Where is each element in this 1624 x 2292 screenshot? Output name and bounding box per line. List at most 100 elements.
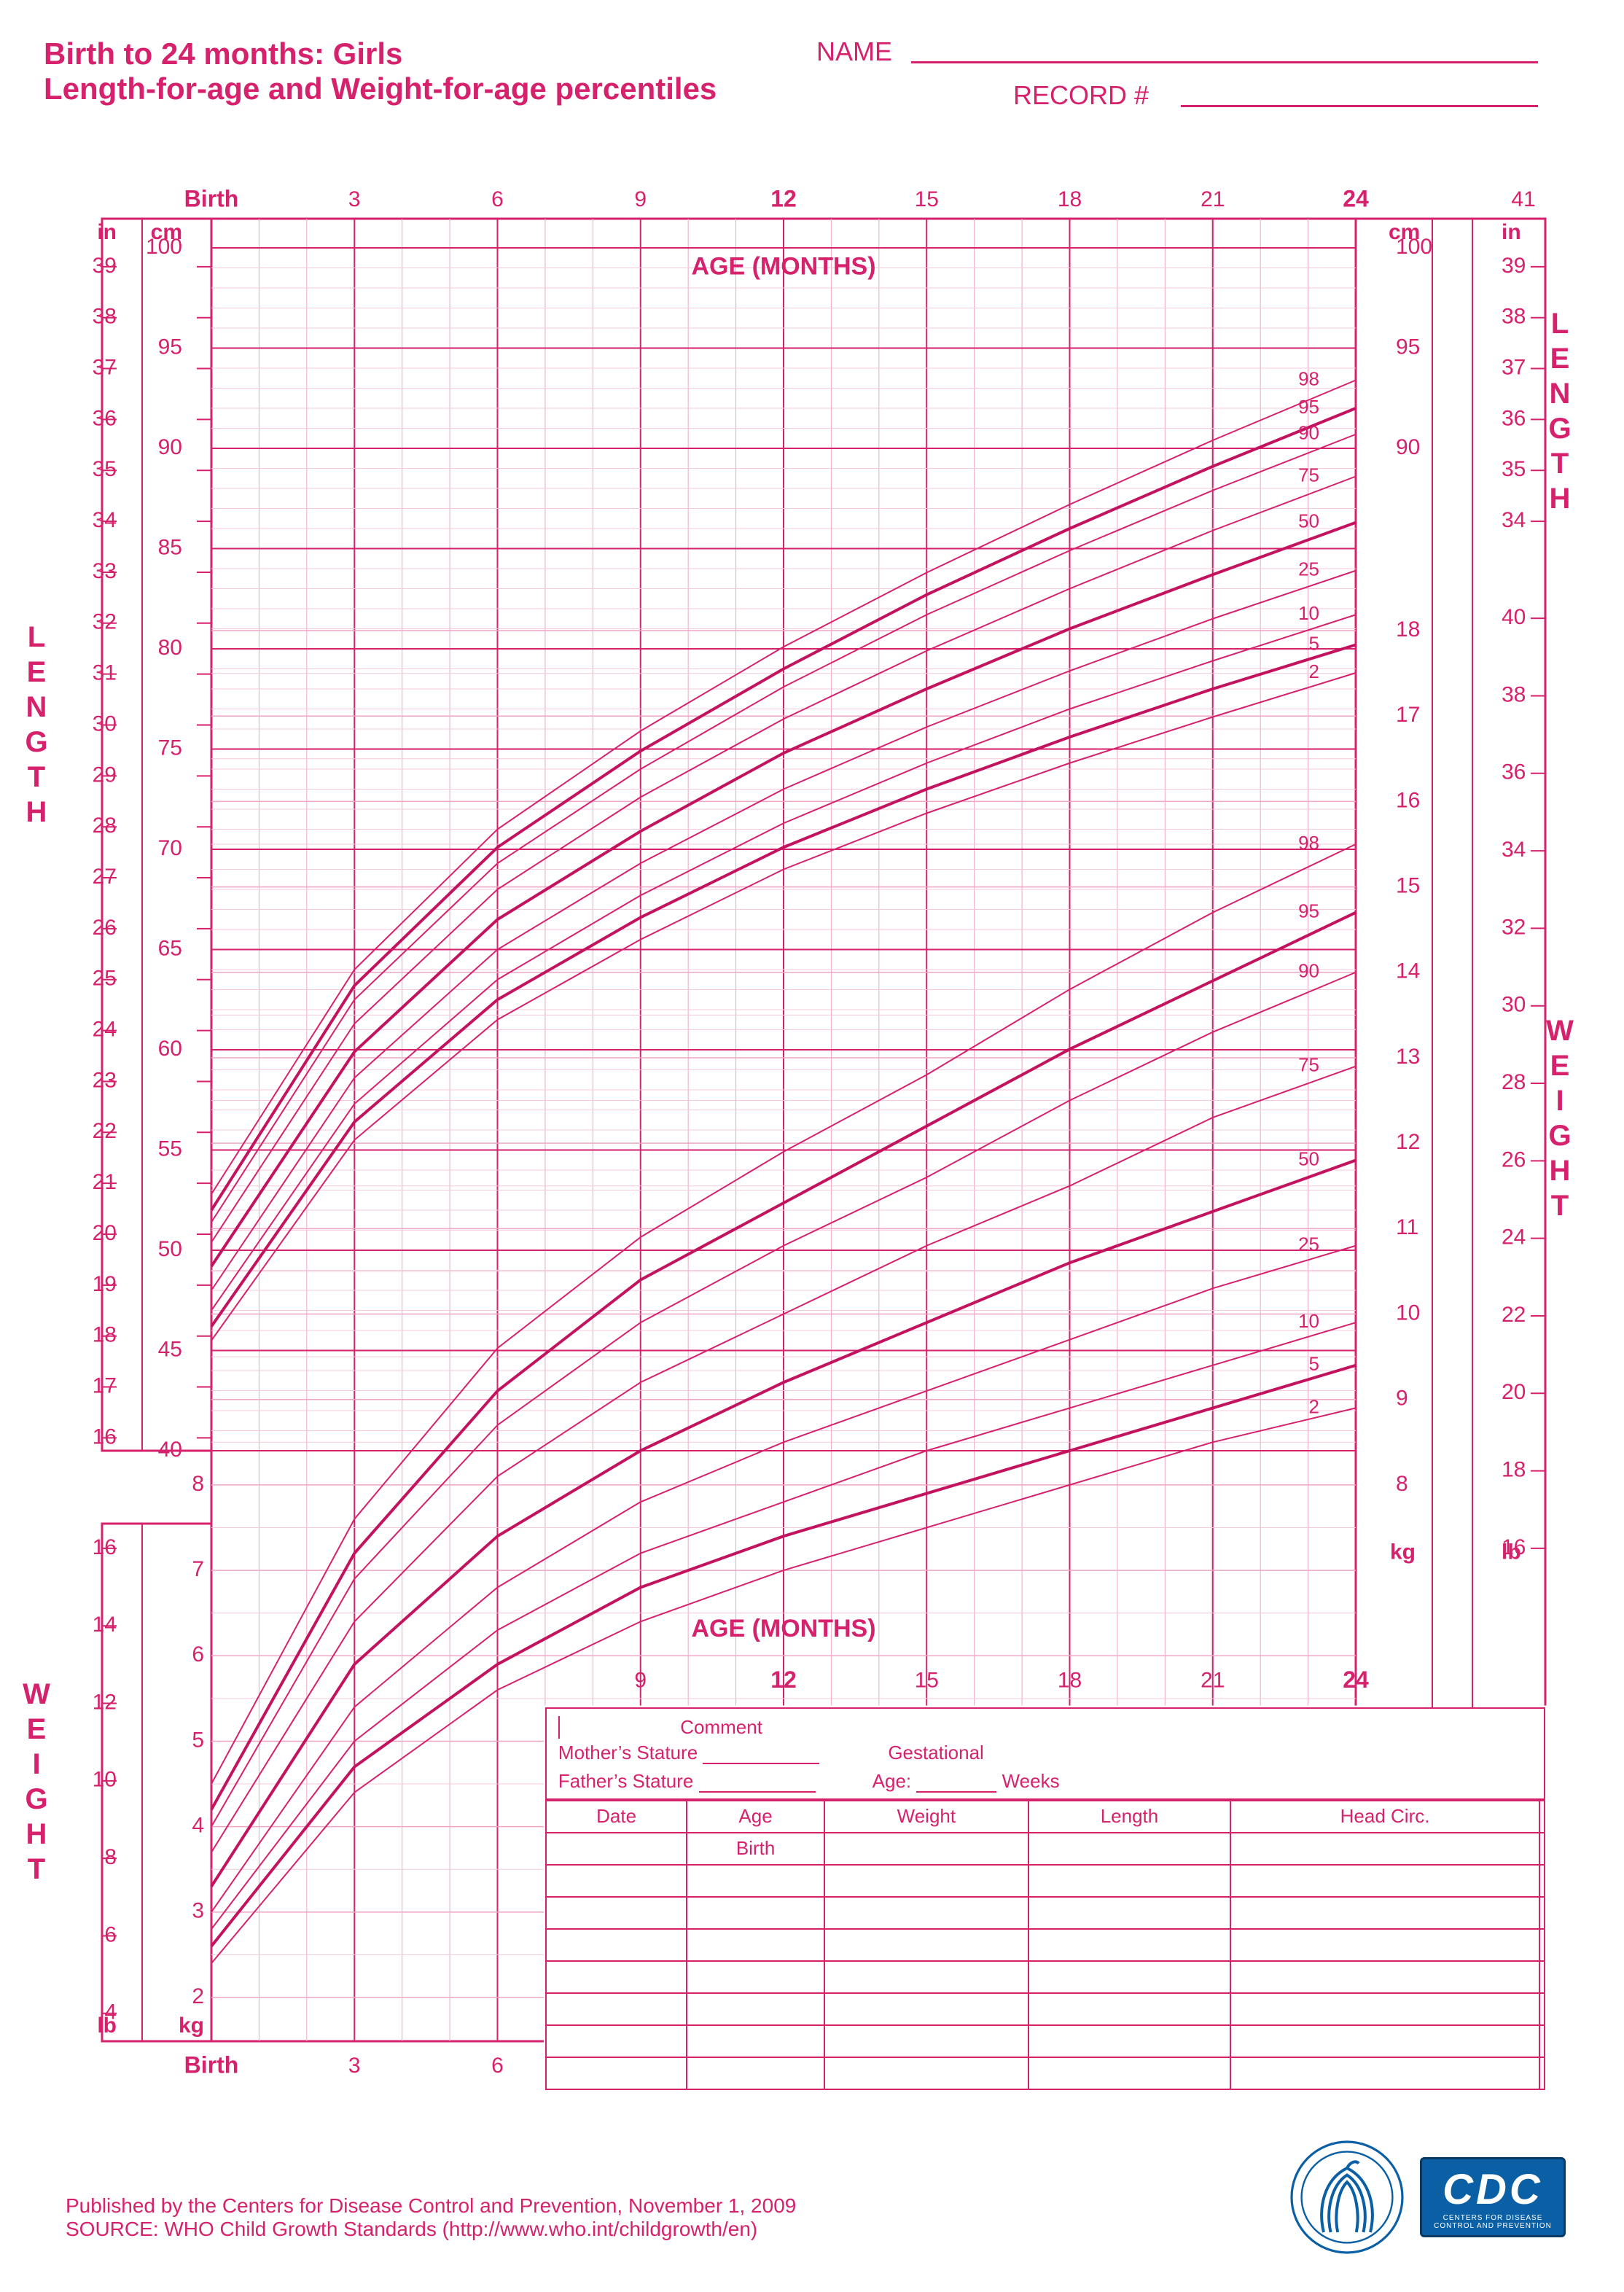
svg-text:37: 37 [93,355,117,379]
cdc-logo-icon: CDC CENTERS FOR DISEASE CONTROL AND PREV… [1420,2157,1566,2237]
data-entry-table: Mother’s Stature GestationalCommentFathe… [545,1707,1545,2090]
title-line2: Length-for-age and Weight-for-age percen… [44,71,1580,106]
svg-text:3: 3 [348,187,361,211]
svg-text:4: 4 [192,1814,204,1838]
svg-text:16: 16 [93,1535,117,1559]
table-col-header: Length [1028,1801,1230,1833]
table-col-comment [1539,1801,1545,1833]
svg-text:40: 40 [1502,605,1526,629]
svg-text:18: 18 [1502,1458,1526,1482]
svg-text:80: 80 [158,636,182,660]
svg-text:98: 98 [1298,832,1319,854]
svg-text:70: 70 [158,836,182,860]
table-row[interactable] [546,1865,1545,1897]
table-row[interactable] [546,1929,1545,1961]
father-stature-label: Father’s Stature [558,1770,693,1792]
svg-text:AGE (MONTHS): AGE (MONTHS) [691,1615,875,1642]
record-field-line[interactable] [1181,105,1538,107]
svg-text:25: 25 [1298,558,1319,580]
mother-stature-field[interactable] [703,1763,819,1764]
svg-text:30: 30 [1502,993,1526,1017]
title-line1: Birth to 24 months: Girls [44,36,1580,71]
header: Birth to 24 months: Girls Length-for-age… [44,36,1580,146]
footer: Published by the Centers for Disease Con… [66,2194,796,2241]
svg-text:9: 9 [1396,1387,1408,1411]
svg-text:8: 8 [1396,1472,1408,1496]
svg-text:38: 38 [1502,682,1526,706]
svg-text:12: 12 [1396,1130,1420,1154]
svg-text:10: 10 [93,1768,117,1792]
svg-text:in: in [97,220,117,244]
svg-text:21: 21 [1201,187,1225,211]
table-row[interactable]: Birth [546,1833,1545,1865]
svg-text:27: 27 [93,865,117,889]
table-row[interactable] [546,1897,1545,1929]
svg-text:21: 21 [1201,1668,1225,1692]
svg-text:14: 14 [1396,959,1420,983]
svg-text:9: 9 [634,1668,647,1692]
svg-text:20: 20 [93,1221,117,1245]
svg-text:95: 95 [1298,396,1319,418]
svg-text:6: 6 [192,1642,204,1667]
svg-text:20: 20 [1502,1380,1526,1404]
svg-text:9: 9 [634,187,647,211]
svg-text:16: 16 [93,1424,117,1449]
svg-text:32: 32 [1502,915,1526,939]
svg-text:34: 34 [93,508,117,532]
svg-text:10: 10 [1298,602,1319,624]
svg-text:37: 37 [1502,355,1526,379]
svg-text:24: 24 [1343,1667,1369,1693]
cdc-logo-text: CDC [1443,2165,1543,2214]
svg-text:38: 38 [1502,305,1526,329]
svg-text:13: 13 [1396,1045,1420,1069]
svg-text:50: 50 [1298,1147,1319,1169]
gest-age-field[interactable] [916,1791,996,1793]
table-row[interactable] [546,2057,1545,2089]
svg-text:5: 5 [1309,1353,1319,1375]
svg-text:11: 11 [1396,1215,1418,1239]
svg-text:3: 3 [348,2054,361,2078]
table-col-header: Head Circ. [1230,1801,1539,1833]
gest-age-label: Age: [872,1770,912,1792]
svg-text:25: 25 [1298,1233,1319,1255]
svg-text:6: 6 [104,1922,117,1946]
svg-text:14: 14 [93,1613,117,1637]
father-stature-field[interactable] [699,1791,816,1793]
svg-text:90: 90 [1396,435,1420,459]
svg-text:29: 29 [93,763,117,787]
table-col-header: Date [546,1801,687,1833]
svg-text:3: 3 [192,1899,204,1923]
svg-text:cm: cm [151,220,182,244]
svg-text:39: 39 [93,254,117,278]
svg-text:5: 5 [1309,632,1319,654]
svg-text:36: 36 [1502,406,1526,430]
svg-text:75: 75 [1298,1054,1319,1076]
side-label-weight-left: WEIGHT [22,1677,51,1887]
svg-text:28: 28 [93,814,117,838]
svg-text:2: 2 [192,1984,204,2008]
svg-text:50: 50 [158,1237,182,1261]
table-row[interactable] [546,2025,1545,2057]
svg-text:34: 34 [1502,508,1526,532]
svg-text:21: 21 [93,1170,117,1194]
svg-text:100: 100 [1396,235,1432,259]
svg-text:12: 12 [93,1690,117,1714]
svg-text:24: 24 [93,1018,117,1042]
svg-text:31: 31 [93,661,117,685]
name-field-line[interactable] [911,61,1538,63]
gestational-label: Gestational [888,1742,984,1763]
svg-text:18: 18 [1058,187,1082,211]
svg-text:15: 15 [915,187,939,211]
svg-text:55: 55 [158,1137,182,1161]
table-row[interactable] [546,1961,1545,1993]
table-row[interactable] [546,1993,1545,2025]
svg-text:36: 36 [1502,760,1526,784]
svg-text:60: 60 [158,1037,182,1061]
svg-text:18: 18 [93,1323,117,1347]
name-label: NAME [816,36,892,67]
svg-text:in: in [1502,220,1521,244]
svg-text:lb: lb [1502,1540,1521,1564]
svg-text:50: 50 [1298,510,1319,532]
svg-text:15: 15 [915,1668,939,1692]
svg-text:24: 24 [1502,1225,1526,1250]
